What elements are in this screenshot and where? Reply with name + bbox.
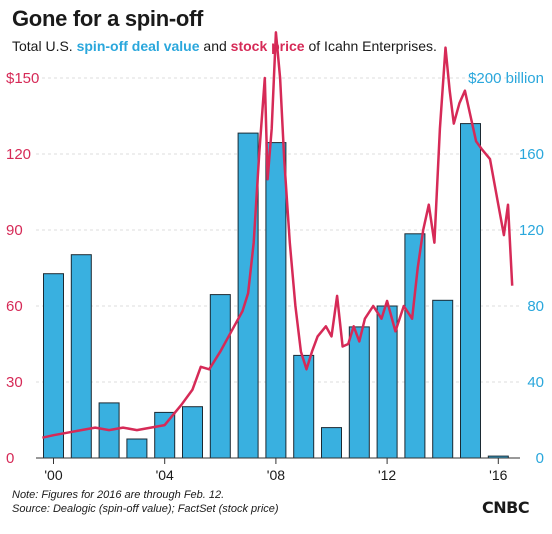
left-axis-tick-label: 60	[6, 298, 23, 315]
bar	[348, 326, 370, 459]
x-axis-tick-label: '16	[489, 467, 507, 483]
left-axis-tick-label: 30	[6, 374, 23, 391]
subtitle-suffix: of Icahn Enterprises.	[304, 38, 437, 54]
chart-subtitle: Total U.S. spin-off deal value and stock…	[12, 38, 437, 54]
right-axis-tick-label: 80	[527, 298, 544, 315]
right-axis-tick-label: 120	[519, 222, 544, 239]
bar	[321, 427, 342, 459]
subtitle-prefix: Total U.S.	[12, 38, 77, 54]
right-axis-tick-label: 40	[527, 374, 544, 391]
chart-title: Gone for a spin-off	[12, 6, 204, 31]
left-axis-tick-label: 120	[6, 146, 31, 163]
x-axis-tick-label: '08	[267, 467, 285, 483]
right-axis-tick-label: 0	[536, 450, 544, 467]
source-text: Source: Dealogic (spin-off value); FactS…	[12, 503, 279, 515]
bar	[182, 406, 203, 459]
subtitle-series-line: stock price	[230, 38, 305, 54]
cnbc-logo: CNBC	[482, 498, 530, 517]
right-axis-tick-label: 160	[519, 146, 544, 163]
subtitle-mid: and	[199, 38, 231, 54]
bar	[43, 273, 64, 459]
right-axis-tick-label: $200 billion	[468, 70, 544, 87]
left-axis-tick-label: 90	[6, 222, 23, 239]
bar	[432, 299, 454, 459]
footnotes: Note: Figures for 2016 are through Feb. …	[12, 488, 279, 516]
left-axis-tick-label: $150	[6, 70, 39, 87]
left-axis-tick-label: 0	[6, 450, 14, 467]
bar	[154, 411, 176, 459]
subtitle-series-bars: spin-off deal value	[76, 38, 200, 54]
stock-price-line	[42, 31, 514, 439]
bar	[293, 354, 315, 459]
x-axis-tick-label: '00	[44, 467, 62, 483]
x-axis-tick-label: '12	[378, 467, 396, 483]
note-text: Note: Figures for 2016 are through Feb. …	[12, 489, 225, 501]
bar	[404, 233, 426, 459]
bar	[460, 123, 481, 459]
bar	[265, 142, 287, 459]
bar	[209, 294, 231, 459]
bar	[70, 254, 92, 459]
x-axis-tick-label: '04	[156, 467, 174, 483]
bar	[126, 438, 148, 459]
